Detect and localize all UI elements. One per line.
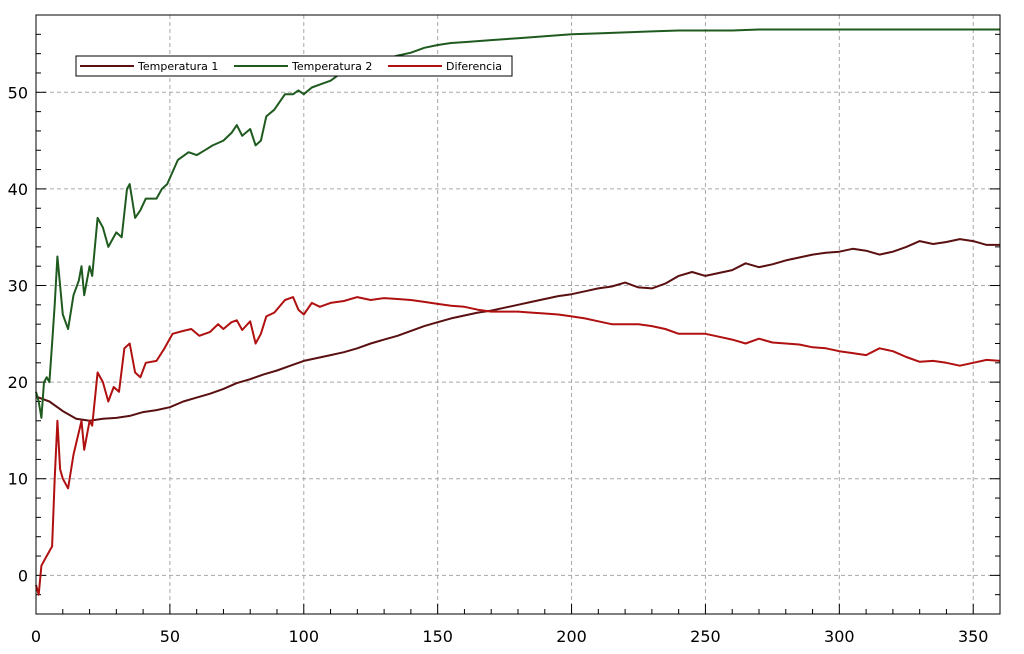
legend-box [75,55,513,77]
x-tick-label: 150 [422,627,453,646]
x-tick-label: 100 [289,627,320,646]
y-tick-label: 10 [8,470,28,489]
legend-label: Diferencia [446,60,502,73]
x-tick-label: 50 [160,627,180,646]
plot-frame [35,14,1001,615]
plot-background [36,15,1000,614]
y-tick-label: 0 [18,566,28,585]
grid [36,15,1000,614]
x-tick-label: 200 [556,627,587,646]
series-line-1 [35,238,1000,422]
series-line-3 [35,296,1001,596]
y-tick-label: 30 [8,277,28,296]
y-tick-label: 50 [8,83,28,102]
x-tick-label: 0 [31,627,41,646]
legend-label: Temperatura 1 [137,60,218,73]
legend-label: Temperatura 2 [291,60,372,73]
x-tick-label: 250 [690,627,721,646]
series-group [35,28,1001,596]
y-tick-label: 20 [8,373,28,392]
legend: Temperatura 1 Temperatura 2 Diferencia [75,55,513,77]
y-tick-label: 40 [8,180,28,199]
series-line-2 [35,28,1000,419]
x-tick-label: 350 [958,627,989,646]
axes: 0 50 100 150 200 250 300 350 0 10 20 30 40 50 [8,33,1001,646]
x-tick-label: 300 [824,627,855,646]
